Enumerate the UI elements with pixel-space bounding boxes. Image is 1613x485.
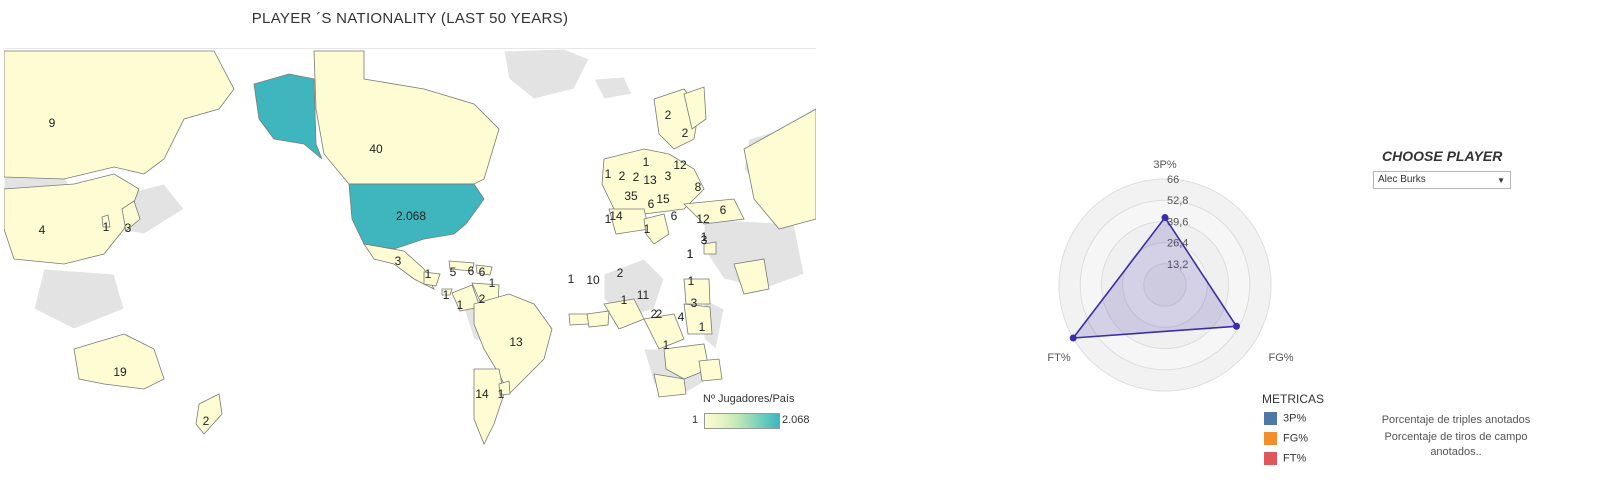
map-label-puerto-rico: 1	[489, 276, 496, 290]
map-label-finland: 2	[682, 126, 689, 140]
country-shapes[interactable]	[4, 50, 816, 445]
map-label-dominican-rep-: 6	[479, 265, 486, 279]
map-label-norway: 2	[665, 108, 672, 122]
map-label-haiti: 6	[468, 264, 475, 278]
map-label-uruguay: 1	[498, 387, 505, 401]
map-label-poland: 3	[665, 169, 672, 183]
legend-title: Nº Jugadores/País	[703, 393, 795, 405]
map-label-sudan: 1	[687, 247, 694, 261]
map-label-mexico: 3	[395, 254, 402, 268]
radar-tick-label: 13,2	[1167, 259, 1188, 271]
legend-gradient	[704, 413, 780, 429]
map-label-angola: 1	[663, 338, 670, 352]
map-label-united-states: 2.068	[396, 209, 426, 223]
radar-point-3p[interactable]	[1161, 214, 1169, 222]
legend-max: 2.068	[782, 414, 810, 426]
map-label-nigeria: 11	[637, 288, 650, 302]
legend-item-ft[interactable]: FT%	[1264, 452, 1306, 467]
map-label-guatemala: 1	[425, 267, 432, 281]
radar-axis-label-fg: FG%	[1268, 352, 1293, 364]
map-label-tanzania: 1	[699, 320, 706, 334]
map-label-japan: 3	[125, 221, 132, 235]
map-label-iran: 1	[701, 230, 708, 244]
radar-axis-label-ft: FT%	[1047, 352, 1070, 364]
description-line-2: Porcentaje de tiros de campo	[1384, 431, 1528, 443]
choose-player-title: CHOOSE PLAYER	[1382, 148, 1503, 164]
player-select-value: Alec Burks	[1378, 174, 1426, 185]
description-line-1: Porcentaje de triples anotados	[1381, 414, 1531, 426]
radar-axis-label-3p: 3P%	[1153, 159, 1176, 171]
map-label-ukraine: 8	[695, 180, 702, 194]
map-label-georgia: 6	[720, 203, 727, 217]
map-label-cape-verde: 1	[568, 272, 575, 286]
map-label-lithuania: 1	[643, 155, 650, 169]
metricas-title: METRICAS	[1262, 392, 1325, 406]
map-label-turkey: 12	[696, 212, 710, 226]
map-title: PLAYER ´S NATIONALITY (LAST 50 YEARS)	[251, 10, 569, 27]
player-select[interactable]: Alec Burks ▼	[1373, 171, 1511, 189]
map-label-senegal: 10	[586, 273, 600, 287]
radar-ring	[1143, 263, 1187, 307]
map-label-ghana: 1	[621, 293, 628, 307]
legend-label-ft: FT%	[1283, 452, 1307, 465]
map-label-france: 35	[624, 189, 638, 203]
map-label-korea: 1	[103, 220, 110, 234]
legend-label-3p: 3P%	[1283, 412, 1307, 425]
map-label-mali: 2	[617, 266, 624, 280]
radar-point-ft[interactable]	[1069, 334, 1077, 342]
radar-tick-label: 52,8	[1167, 195, 1188, 207]
map-label-serbia: 6	[671, 209, 678, 223]
map-label-united-kingdom: 1	[605, 167, 612, 181]
map-label-cameroon: 3	[691, 296, 698, 310]
legend-label-fg: FG%	[1283, 432, 1309, 445]
map-label-germany: 13	[643, 173, 657, 187]
chevron-down-icon[interactable]: ▼	[1497, 176, 1505, 185]
radar-tick-label: 26,4	[1167, 238, 1188, 250]
legend-min: 1	[692, 414, 699, 426]
legend-item-fg[interactable]: FG%	[1264, 432, 1308, 447]
map-label-argentina: 14	[475, 387, 489, 401]
map-label-netherlands: 2	[619, 169, 626, 183]
map-label-gabon: 2	[656, 307, 663, 321]
map-label-belgium: 2	[633, 170, 640, 184]
map-label-australia: 19	[113, 365, 127, 379]
map-label-tunisia: 1	[644, 222, 651, 236]
map-label-congo: 2	[651, 307, 658, 321]
map-label-brazil: 13	[509, 335, 523, 349]
legend-item-3p[interactable]: 3P%	[1264, 412, 1306, 427]
swatch-3p	[1264, 412, 1277, 425]
description-line-3: anotados..	[1430, 446, 1482, 458]
world-map[interactable]: 9 40 2.068 4 1 3 3 1 5 6 6 1 1 1 2 13 14 1 19 2 2 2 12 1 3 8 1 2 2 13…	[4, 48, 816, 464]
radar-tick-label: 39,6	[1167, 216, 1188, 228]
map-label-china: 4	[39, 223, 46, 237]
map-label-spain: 14	[609, 209, 623, 223]
map-label-italy: 6	[648, 197, 655, 211]
map-label-new-zealand: 2	[203, 414, 210, 428]
radar-player-polygon	[1071, 216, 1238, 339]
map-label-israel: 3	[701, 233, 708, 247]
radar-point-fg[interactable]	[1232, 322, 1240, 330]
map-label-cuba: 5	[450, 265, 457, 279]
map-label-venezuela: 2	[479, 292, 486, 306]
map-label-portugal: 1	[605, 212, 612, 226]
swatch-ft	[1264, 452, 1277, 465]
map-label-switzerland: 15	[656, 192, 670, 206]
map-label-egypt: 1	[687, 247, 694, 261]
radar-chart[interactable]: 66 52,8 39,6 26,4 13,2 3P% FG% FT%	[1030, 150, 1300, 420]
swatch-fg	[1264, 432, 1277, 445]
map-label-dr-congo: 4	[678, 310, 685, 324]
map-label-russia: 9	[49, 116, 56, 130]
map-label-panama: 1	[443, 288, 450, 302]
map-label-south-sudan: 1	[688, 274, 695, 288]
map-label-canada: 40	[369, 142, 383, 156]
map-label-latvia: 12	[673, 158, 687, 172]
radar-tick-label: 66	[1167, 174, 1179, 186]
map-label-colombia: 1	[457, 298, 464, 312]
